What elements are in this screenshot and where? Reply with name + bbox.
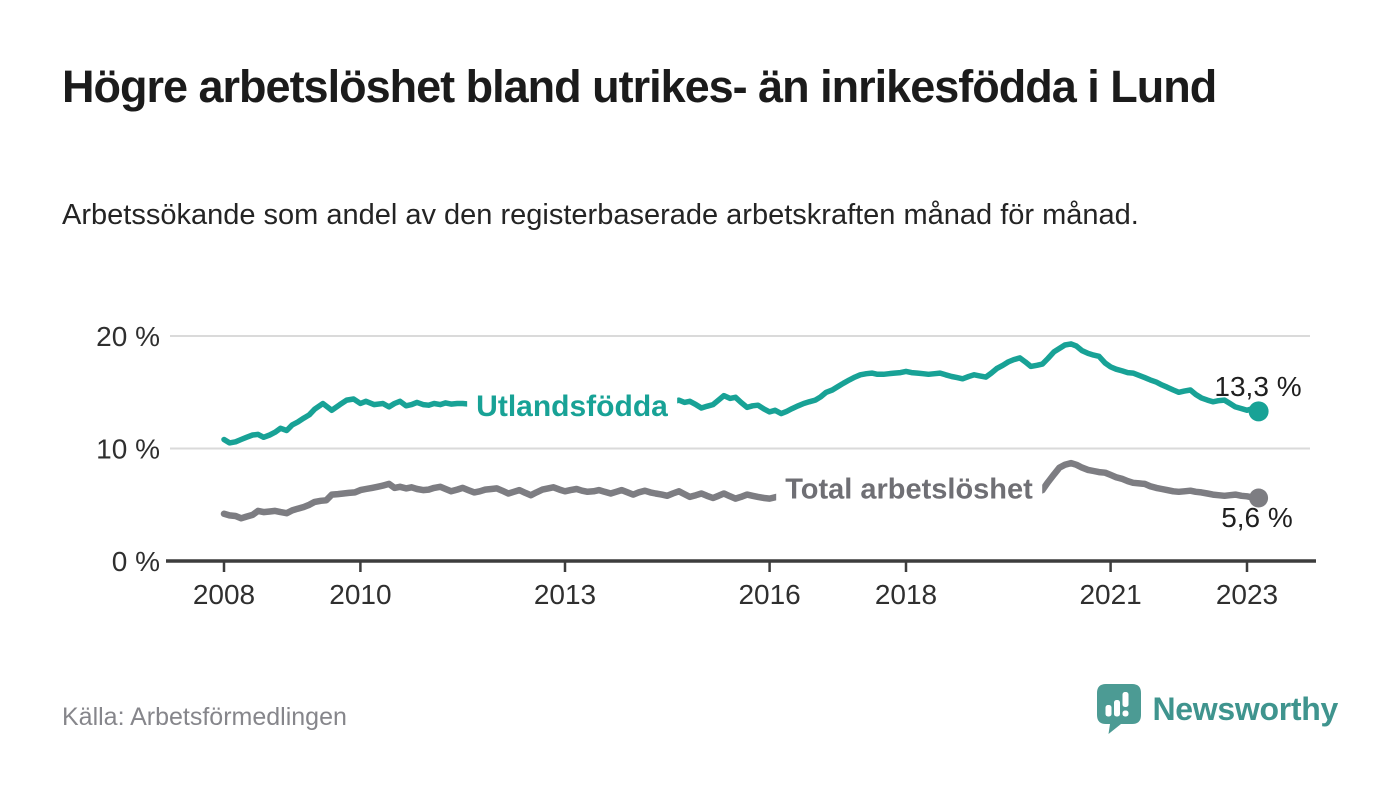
series-label-total-arbetsloshet: Total arbetslöshet bbox=[776, 471, 1042, 509]
series-label-utlandsfodda: Utlandsfödda bbox=[467, 388, 677, 426]
source-note: Källa: Arbetsförmedlingen bbox=[62, 703, 347, 731]
gridlines bbox=[170, 335, 1310, 450]
series-line-total bbox=[220, 459, 1262, 522]
series-end-dot-total bbox=[1249, 488, 1269, 508]
x-tick-label: 2021 bbox=[1079, 579, 1141, 610]
axes bbox=[166, 559, 1316, 572]
x-tick-label: 2018 bbox=[875, 579, 937, 610]
data-series bbox=[220, 341, 1269, 522]
end-value-utlandsfodda: 13,3 % bbox=[1214, 371, 1302, 402]
page-title: Högre arbetslöshet bland utrikes- än inr… bbox=[62, 61, 1217, 112]
axis-tick-labels: 0 % 10 % 20 % 2008 2010 2013 2016 2018 2021 2023 bbox=[96, 321, 1278, 610]
x-tick-label: 2013 bbox=[534, 579, 596, 610]
series-end-dot-utlandsfodda bbox=[1248, 401, 1269, 422]
series-line-utlandsfodda bbox=[221, 341, 1262, 446]
x-tick-label: 2010 bbox=[329, 579, 391, 610]
y-tick-label: 20 % bbox=[96, 321, 160, 352]
x-tick-label: 2008 bbox=[193, 579, 255, 610]
newsworthy-icon bbox=[1096, 684, 1141, 734]
brand-logo: Newsworthy bbox=[1096, 684, 1339, 734]
end-value-total-arbetsloshet: 5,6 % bbox=[1221, 502, 1293, 533]
y-tick-label: 0 % bbox=[112, 546, 160, 577]
y-tick-label: 10 % bbox=[96, 434, 160, 465]
x-tick-label: 2016 bbox=[738, 579, 800, 610]
x-tick-label: 2023 bbox=[1216, 579, 1278, 610]
page-subtitle: Arbetssökande som andel av den registerb… bbox=[62, 199, 1139, 231]
brand-name: Newsworthy bbox=[1152, 690, 1339, 727]
